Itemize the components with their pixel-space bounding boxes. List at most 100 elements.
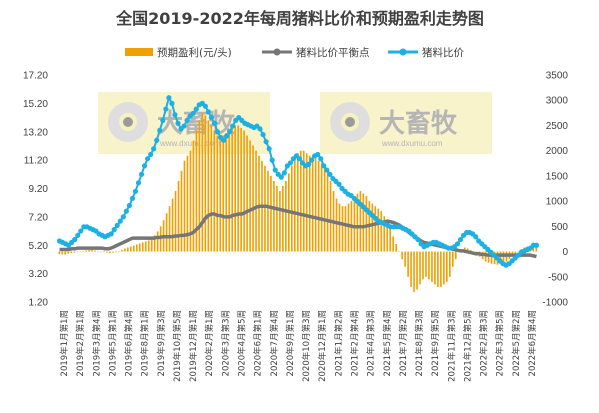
profit-bar	[344, 206, 347, 252]
line-ratio-point	[160, 117, 166, 123]
line-ratio-point	[111, 227, 117, 233]
profit-bar	[282, 185, 284, 252]
profit-bar	[147, 240, 150, 252]
line-ratio-point	[202, 103, 208, 109]
ratio-line	[56, 95, 540, 268]
profit-bar	[252, 145, 254, 252]
profit-bar	[431, 251, 433, 282]
line-ratio-point	[473, 234, 479, 240]
right-tick-label: 0	[562, 247, 568, 258]
line-ratio-point	[145, 156, 151, 162]
legend: 预期盈利(元/头) 猪料比价平衡点 猪料比价	[125, 46, 464, 59]
profit-bar	[94, 250, 96, 252]
right-tick-label: 1000	[546, 197, 569, 208]
breakeven-line	[59, 204, 537, 259]
profit-bar	[97, 251, 99, 252]
x-tick-label: 2022年6月第4周	[527, 310, 538, 376]
profit-bar	[171, 198, 174, 252]
profit-bar	[201, 112, 204, 252]
line-ratio-point	[224, 133, 230, 139]
profit-bar	[416, 251, 418, 290]
profit-bar	[270, 175, 272, 252]
profit-bar	[311, 155, 314, 252]
profit-bar	[451, 251, 454, 267]
line-ratio-point	[306, 161, 312, 167]
x-tick-label: 2021年12月第5周	[462, 310, 473, 382]
profit-bar	[454, 251, 457, 260]
profit-bar	[243, 130, 245, 252]
profit-bar	[234, 125, 236, 252]
profit-bar	[410, 251, 412, 287]
right-tick-label: 1500	[546, 171, 569, 182]
profit-bar	[490, 251, 493, 264]
line-ratio-point	[151, 146, 157, 152]
profit-bar	[79, 251, 81, 253]
profit-bar	[335, 198, 338, 252]
x-tick-label: 2019年10月第5周	[172, 310, 183, 382]
left-tick-label: 9.20	[29, 184, 49, 195]
profit-bar	[317, 160, 320, 252]
watermarks: 大畜牧 www.dxumu.com 大畜牧 www.dxumu.com	[98, 92, 492, 154]
line-ratio-point	[318, 156, 324, 162]
profit-bar	[228, 130, 231, 252]
profit-bar	[141, 242, 144, 252]
line-ratio-point	[172, 112, 178, 118]
profit-bar	[168, 206, 171, 252]
profit-bar	[401, 251, 403, 260]
line-ratio-point	[157, 127, 163, 133]
profit-bar	[338, 203, 341, 252]
watermark-logo-dot-right	[345, 117, 355, 127]
profit-bar	[437, 251, 439, 287]
legend-label-ratio: 猪料比价	[422, 46, 464, 59]
profit-bar	[118, 251, 120, 253]
profit-bar	[428, 251, 430, 280]
x-tick-label: 2021年8月第3周	[414, 310, 425, 376]
profit-bar	[58, 251, 61, 255]
line-ratio-point	[181, 123, 187, 129]
right-tick-label: -500	[548, 272, 568, 283]
profit-bar	[213, 130, 216, 252]
line-breakeven-path	[59, 204, 537, 259]
profit-bar	[308, 155, 311, 252]
profit-bar	[434, 251, 436, 285]
profit-bar	[323, 165, 326, 252]
line-ratio-point	[175, 120, 181, 126]
line-ratio-point	[227, 129, 233, 135]
right-tick-label: -1000	[542, 298, 568, 309]
line-ratio-point	[132, 188, 139, 194]
profit-bar	[258, 155, 260, 252]
profit-bar	[446, 251, 448, 282]
profit-bar	[290, 165, 293, 252]
profit-bar	[135, 244, 138, 252]
x-tick-label: 2020年2月第1周	[204, 310, 215, 376]
profit-bar	[76, 251, 78, 253]
x-tick-label: 2020年10月第3周	[301, 310, 312, 382]
line-ratio-point	[257, 126, 263, 132]
profit-bar	[237, 125, 239, 252]
line-ratio-point	[138, 171, 145, 177]
line-ratio-point	[309, 157, 315, 163]
left-tick-label: 13.20	[23, 127, 48, 138]
right-axis-ticks: 3500 3000 2500 2000 1500 1000 500 0 -500 -1000	[542, 71, 568, 309]
profit-bar	[255, 150, 257, 252]
profit-bar	[276, 185, 278, 252]
profit-bar	[419, 251, 421, 285]
x-tick-label: 2019年1月第1周	[59, 310, 70, 376]
profit-bar	[204, 115, 207, 252]
profit-bar	[449, 251, 451, 277]
profit-bar	[404, 251, 406, 267]
profit-bar	[374, 206, 377, 252]
watermark-logo-dot-left	[123, 117, 133, 127]
line-ratio-point	[205, 109, 211, 115]
x-tick-label: 2019年2月第1周	[75, 310, 86, 376]
profit-bar	[386, 221, 389, 252]
profit-bar	[320, 163, 323, 252]
profit-bar	[109, 251, 111, 254]
profit-bar	[466, 248, 469, 252]
right-tick-label: 2000	[546, 146, 569, 157]
profit-bar	[273, 180, 275, 252]
line-ratio-point	[278, 174, 284, 180]
line-ratio-point	[315, 151, 321, 158]
line-ratio-point	[220, 137, 227, 143]
profit-bar	[207, 120, 210, 252]
